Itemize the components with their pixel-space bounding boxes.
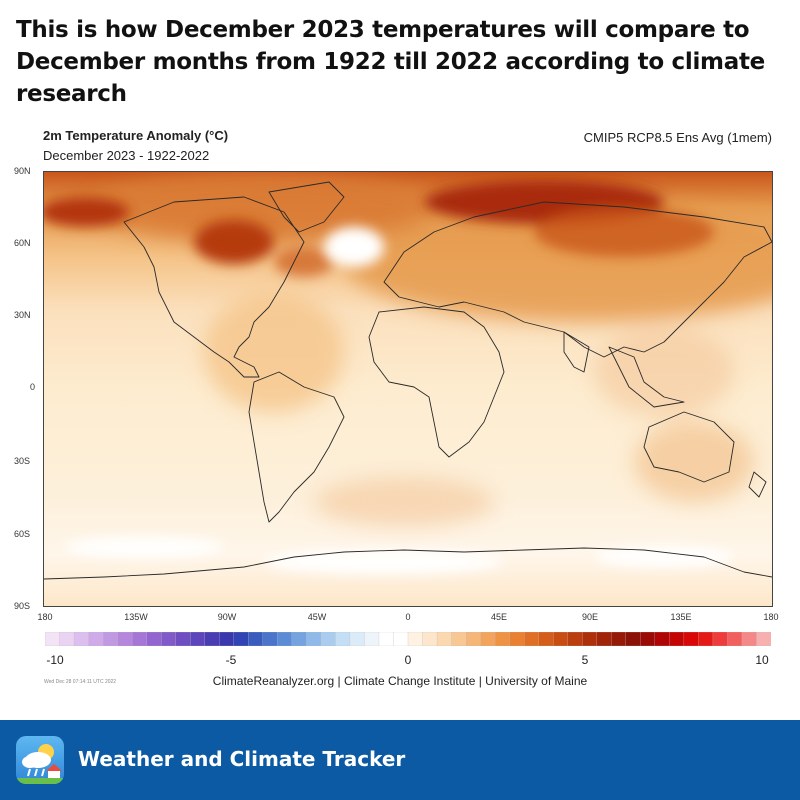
colorbar-swatch [640,632,656,646]
lat-label: 30N [14,310,31,320]
lon-label: 135E [670,612,692,622]
credit-line: ClimateReanalyzer.org | Climate Change I… [212,674,588,688]
colorbar-swatch [494,632,511,646]
colorbar-swatch [567,632,583,646]
map-title: 2m Temperature Anomaly (°C) [43,128,229,143]
lat-label: 60N [14,238,31,248]
colorbar-swatch [161,632,177,646]
colorbar-swatch [233,632,249,646]
colorbar-swatch [204,632,220,646]
colorbar-swatch [436,632,453,646]
colorbar-swatch [306,632,322,646]
south-america-outline [248,371,345,523]
colorbar-swatch [741,632,757,646]
colorbar-swatch [262,632,278,646]
colorbar-label: 10 [755,653,769,667]
app-name: Weather and Climate Tracker [78,747,406,771]
temperature-anomaly-map [43,171,773,607]
colorbar-swatch [131,632,148,646]
colorbar-swatch [117,632,133,646]
colorbar-swatch [654,632,670,646]
colorbar-swatch [335,632,351,646]
colorbar-swatch [378,632,394,646]
lat-label: 30S [14,456,31,466]
colorbar-swatch [45,632,60,646]
colorbar-swatch [248,632,264,646]
lon-label: 180 [37,612,53,622]
lat-label: 60S [14,529,31,539]
lon-label: 135W [124,612,148,622]
lon-label: 45W [307,612,327,622]
colorbar-swatch [102,632,119,646]
lon-label: 90W [217,612,237,622]
colorbar-swatch [611,632,627,646]
colorbar-swatch [291,632,307,646]
antarctica-outline [44,547,772,580]
colorbar-swatch [422,632,438,646]
lat-label: 0 [30,382,36,392]
colorbar-swatch [465,632,482,646]
colorbar-swatch [407,632,423,646]
colorbar-swatch [73,632,90,646]
colorbar-swatch [683,632,699,646]
colorbar-swatch [509,632,525,646]
colorbar-legend [45,632,771,646]
headline: This is how December 2023 temperatures w… [16,17,765,107]
new-zealand-outline [748,471,767,498]
colorbar-swatch [59,632,75,646]
se-asia-outline [608,346,685,408]
timestamp: Wed Dec 28 07:14:11 UTC 2022 [44,679,117,685]
colorbar-label: 0 [404,653,412,667]
colorbar-swatch [349,632,365,646]
north-america-outline [123,196,305,378]
lat-label: 90S [14,601,31,611]
map-subtitle: December 2023 - 1922-2022 [43,148,210,163]
lon-label: 180 [763,612,779,622]
coastlines [44,181,772,580]
colorbar-swatch [582,632,598,646]
lon-label: 45E [490,612,508,622]
lon-label: 0 [405,612,411,622]
map-canvas [44,172,772,606]
colorbar-swatch [596,632,612,646]
anomaly-neutral-regions [64,227,734,574]
colorbar-swatch [698,632,714,646]
colorbar-label: -10 [46,653,64,667]
eurasia-outline [383,201,772,358]
africa-outline [368,306,505,458]
colorbar-swatch [727,632,743,646]
colorbar-label: 5 [581,653,589,667]
colorbar-swatch [669,632,685,646]
weather-cloud-rain-icon [16,736,64,784]
australia-outline [643,411,735,483]
greenland-outline [268,181,345,233]
colorbar-swatch [553,632,569,646]
colorbar-swatch [146,632,162,646]
south-asia-outline [563,331,590,373]
colorbar-swatch [190,632,206,646]
map-model-label: CMIP5 RCP8.5 Ens Avg (1mem) [583,130,772,145]
colorbar-swatch [756,632,771,646]
colorbar-swatch [88,632,104,646]
colorbar-swatch [451,632,467,646]
colorbar-swatch [175,632,191,646]
colorbar-swatch [712,632,728,646]
anomaly-warm-regions [94,172,772,527]
lon-label: 90E [581,612,599,622]
colorbar-label: -5 [225,653,237,667]
colorbar-swatch [480,632,496,646]
colorbar-swatch [364,632,380,646]
lat-label: 90N [14,166,31,176]
colorbar-swatch [524,632,540,646]
colorbar-swatch [320,632,336,646]
colorbar-swatch [625,632,641,646]
colorbar-swatch [393,632,409,646]
footer-bar: Weather and Climate Tracker [0,720,800,800]
colorbar-swatch [219,632,235,646]
colorbar-swatch [277,632,293,646]
colorbar-swatch [538,632,554,646]
